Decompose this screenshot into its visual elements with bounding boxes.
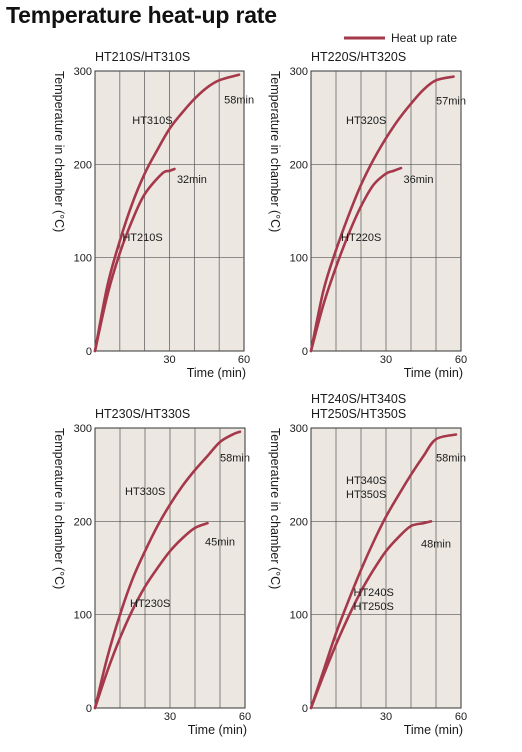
y-tick-label: 300 — [74, 423, 92, 435]
series-line-2 — [309, 520, 433, 710]
series-line-2 — [93, 521, 209, 710]
series-end-label: 57min — [436, 96, 466, 108]
series-line-1 — [93, 73, 241, 353]
y-tick-label: 0 — [86, 703, 92, 715]
series-label: HT220S — [341, 232, 381, 244]
y-axis-label: Temperature in chamber (°C) — [52, 428, 66, 589]
y-tick-label: 300 — [290, 66, 308, 78]
y-tick-label: 300 — [74, 66, 92, 78]
series-line-1 — [93, 430, 242, 710]
chart-title: HT250S/HT350S — [311, 407, 406, 421]
series-end-label: 58min — [224, 95, 254, 107]
series-label: HT230S — [130, 598, 170, 610]
y-tick-label: 200 — [74, 516, 92, 528]
series-label: HT350S — [346, 489, 386, 501]
y-tick-label: 100 — [74, 610, 92, 622]
x-axis-label: Time (min) — [188, 723, 247, 737]
y-tick-label: 200 — [290, 159, 308, 171]
series-label: HT240S — [354, 587, 394, 599]
y-tick-label: 100 — [74, 253, 92, 265]
y-tick-label: 200 — [290, 516, 308, 528]
x-tick-label: 60 — [455, 354, 467, 366]
series-label: HT330S — [125, 486, 165, 498]
y-axis-label: Temperature in chamber (°C) — [268, 428, 282, 589]
series-label: HT310S — [132, 115, 172, 127]
chart-title: HT230S/HT330S — [95, 407, 190, 421]
page-title: Temperature heat-up rate — [6, 2, 277, 28]
x-tick-label: 60 — [238, 354, 250, 366]
x-axis-label: Time (min) — [404, 723, 463, 737]
y-tick-label: 300 — [290, 423, 308, 435]
series-end-label: 45min — [205, 537, 235, 549]
legend-label: Heat up rate — [391, 31, 457, 45]
series-label: HT320S — [346, 115, 386, 127]
series-line-1 — [309, 75, 455, 353]
legend: Heat up rate — [344, 31, 457, 45]
y-tick-label: 0 — [302, 703, 308, 715]
x-tick-label: 30 — [164, 711, 176, 723]
series-line-2 — [309, 166, 403, 353]
y-axis-label: Temperature in chamber (°C) — [268, 71, 282, 232]
series-end-label: 36min — [404, 174, 434, 186]
y-tick-label: 0 — [86, 346, 92, 358]
x-tick-label: 30 — [380, 354, 392, 366]
x-tick-label: 30 — [163, 354, 175, 366]
series-end-label: 58min — [220, 453, 250, 465]
x-tick-label: 30 — [380, 711, 392, 723]
series-end-label: 48min — [421, 538, 451, 550]
y-tick-label: 0 — [302, 346, 308, 358]
y-tick-label: 100 — [290, 610, 308, 622]
x-axis-label: Time (min) — [404, 366, 463, 380]
series-end-label: 32min — [177, 174, 207, 186]
x-tick-label: 60 — [455, 711, 467, 723]
y-tick-label: 200 — [74, 159, 92, 171]
series-line-2 — [93, 167, 176, 353]
y-axis-label: Temperature in chamber (°C) — [52, 71, 66, 232]
series-line-1 — [309, 433, 458, 710]
x-axis-label: Time (min) — [187, 366, 246, 380]
series-label: HT340S — [346, 475, 386, 487]
chart-title: HT240S/HT340S — [311, 392, 406, 406]
series-end-label: 58min — [436, 453, 466, 465]
chart-title: HT220S/HT320S — [311, 50, 406, 64]
y-tick-label: 100 — [290, 253, 308, 265]
chart-title: HT210S/HT310S — [95, 50, 190, 64]
x-tick-label: 60 — [239, 711, 251, 723]
series-label: HT250S — [354, 601, 394, 613]
series-label: HT210S — [122, 232, 162, 244]
